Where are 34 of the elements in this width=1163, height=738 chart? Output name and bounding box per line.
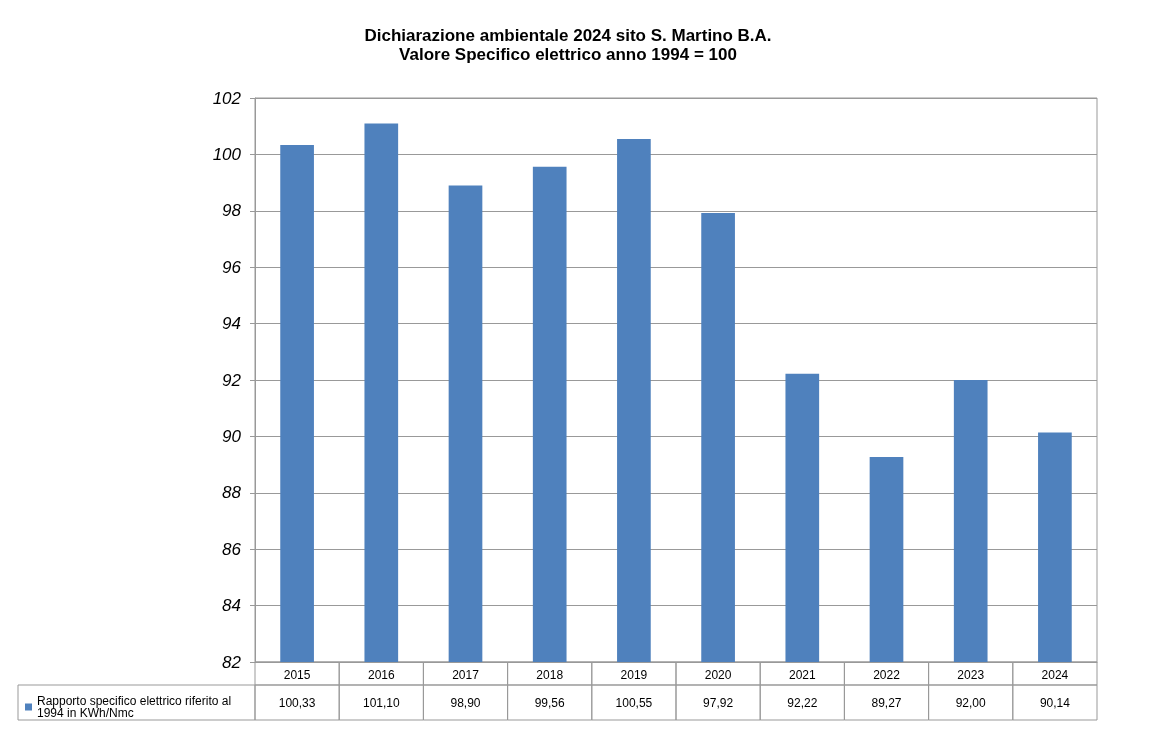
- x-tick-label: 2022: [873, 668, 901, 682]
- chart-subtitle: Valore Specifico elettrico anno 1994 = 100: [399, 45, 737, 64]
- x-tick-label: 2015: [283, 668, 311, 682]
- y-tick-label: 84: [222, 596, 241, 616]
- data-label: 90,14: [1039, 695, 1071, 710]
- data-label: 92,00: [955, 695, 987, 710]
- y-tick-label: 88: [222, 483, 242, 503]
- x-tick-label: 2018: [536, 668, 564, 682]
- y-tick-label: 94: [222, 314, 241, 334]
- data-label: 100,33: [278, 695, 316, 710]
- data-label: 98,90: [450, 695, 481, 710]
- data-label: 99,56: [534, 695, 566, 710]
- x-tick-label: 2019: [620, 668, 648, 682]
- x-tick-label: 2016: [367, 668, 395, 682]
- y-tick-label: 96: [222, 257, 242, 277]
- data-label: 89,27: [871, 695, 902, 710]
- x-tick-label: 2020: [704, 668, 732, 682]
- y-tick-label: 82: [222, 652, 242, 672]
- y-tick-label: 92: [222, 370, 242, 390]
- chart-title: Dichiarazione ambientale 2024 sito S. Martino B.A.: [364, 26, 772, 45]
- y-tick-label: 90: [222, 426, 242, 446]
- y-tick-label: 86: [222, 539, 242, 559]
- data-label: 101,10: [362, 695, 400, 710]
- y-tick-label: 102: [212, 88, 242, 108]
- x-tick-label: 2024: [1041, 668, 1069, 682]
- data-label: 97,92: [703, 695, 734, 710]
- legend-label: Rapporto specifico elettrico riferito al 1994 in KWh/Nmc: [37, 694, 235, 720]
- x-tick-label: 2021: [788, 668, 816, 682]
- x-tick-label: 2023: [957, 668, 985, 682]
- data-label: 100,55: [615, 695, 653, 710]
- data-label: 92,22: [787, 695, 818, 710]
- x-tick-label: 2017: [452, 668, 480, 682]
- y-tick-label: 98: [222, 201, 242, 221]
- y-tick-label: 100: [212, 144, 242, 164]
